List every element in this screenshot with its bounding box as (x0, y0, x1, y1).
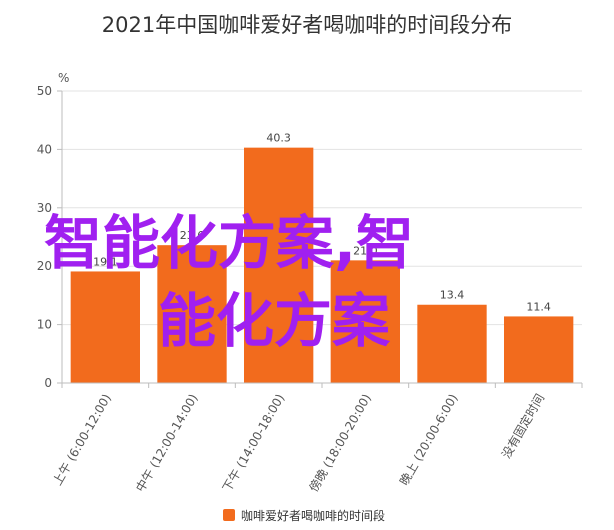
x-tick-label: 下午 (14:00-18:00) (220, 392, 287, 495)
chart-title: 2021年中国咖啡爱好者喝咖啡的时间段分布 (102, 13, 512, 37)
axes (57, 90, 583, 388)
y-tick-label: 20 (37, 259, 52, 273)
bar (504, 316, 574, 383)
x-tick-labels: 上午 (6:00-12:00) 中午 (12:00-14:00) 下午 (14:00… (50, 391, 547, 494)
bars (70, 147, 574, 383)
bar (330, 260, 400, 383)
watermark: 智能化方案,智 能化方案 (44, 209, 414, 355)
bar (244, 147, 314, 383)
x-tick-label: 晚上 (20:00-6:00) (397, 392, 461, 488)
x-tick-label: 上午 (6:00-12:00) (50, 392, 114, 488)
data-label: 19.1 (93, 255, 118, 268)
watermark-line-1: 智能化方案,智 (44, 209, 414, 277)
watermark-line-2: 能化方案 (158, 287, 391, 355)
y-tick-label: 0 (44, 376, 52, 390)
bar (70, 271, 140, 383)
data-label: 23.6 (180, 229, 205, 242)
legend-swatch (223, 509, 235, 521)
y-tick-label: 10 (37, 318, 52, 332)
y-axis-unit-label: % (58, 71, 69, 85)
y-tick-label: 50 (37, 84, 52, 98)
data-label: 40.3 (266, 132, 291, 145)
y-tick-labels: 0 10 20 30 40 50 (37, 84, 52, 390)
data-label: 11.4 (526, 300, 551, 313)
y-tick-label: 30 (37, 201, 52, 215)
data-labels: 19.1 23.6 40.3 21.0 13.4 11.4 (93, 132, 551, 314)
x-tick-label: 傍晚 (18:00-20:00) (306, 391, 374, 494)
data-label: 13.4 (440, 289, 465, 302)
bar (157, 245, 227, 383)
legend: 咖啡爱好者喝咖啡的时间段 (223, 508, 385, 523)
data-label: 21.0 (353, 244, 378, 257)
x-tick-label: 没有固定时间 (498, 391, 547, 461)
legend-label: 咖啡爱好者喝咖啡的时间段 (241, 508, 385, 523)
bar (417, 304, 487, 383)
x-tick-label: 中午 (12:00-14:00) (132, 391, 200, 494)
y-tick-label: 40 (37, 142, 52, 156)
